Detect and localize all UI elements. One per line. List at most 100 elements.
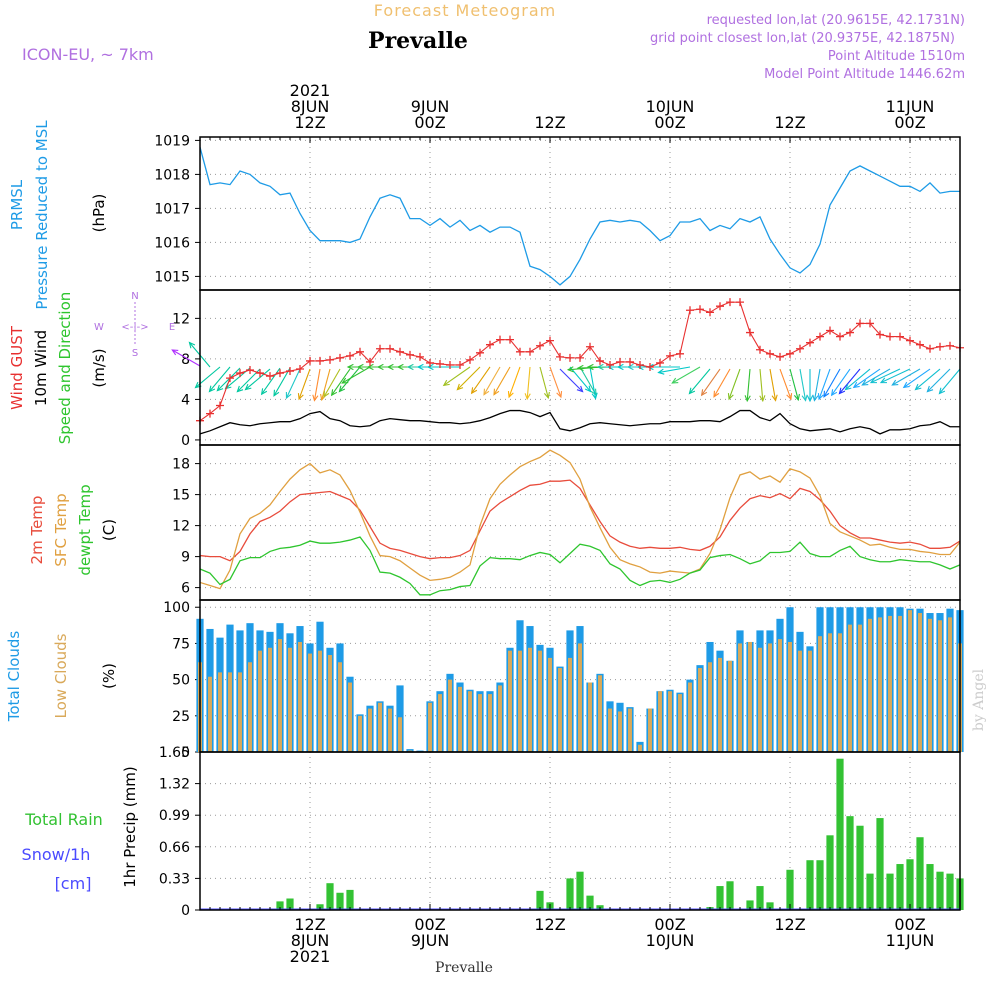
wind-gust-marker	[846, 328, 854, 337]
time-label-bottom: 00Z	[654, 915, 685, 934]
rain-bar	[926, 864, 934, 910]
wind-arrow	[321, 368, 331, 401]
wind-gust-marker	[336, 353, 344, 362]
low-cloud-bar	[808, 650, 812, 752]
low-cloud-bar	[458, 686, 462, 752]
wind-gust-marker	[886, 332, 894, 341]
y-tick-label-precip: 1.65	[159, 745, 190, 761]
wind-arrow-head	[590, 388, 597, 396]
low-cloud-bar	[628, 708, 632, 752]
wind-arrow	[689, 368, 711, 394]
wind-arrow-head	[771, 394, 778, 402]
time-label-top: 9JUN	[411, 97, 450, 116]
low-cloud-bar	[878, 617, 882, 752]
wind-arrow	[195, 366, 221, 388]
rain-bar	[756, 886, 764, 910]
low-cloud-bar	[548, 657, 552, 752]
wind-arrow	[471, 366, 491, 394]
y-tick-label-wind: 4	[181, 392, 190, 408]
wind-gust-marker	[756, 345, 764, 354]
wind-arrow-head	[926, 385, 934, 393]
wind-arrow	[818, 368, 831, 400]
wind-arrow	[579, 366, 597, 395]
low-cloud-bar	[208, 676, 212, 752]
low-cloud-bar	[708, 662, 712, 752]
wind-arrow-head	[844, 383, 852, 391]
wind-gust-marker	[276, 369, 284, 378]
y-tick-label-temperature: 15	[172, 488, 190, 504]
wind-arrow-head	[838, 387, 846, 395]
time-label-bottom: 2021	[290, 947, 331, 966]
wind-arrow-head	[216, 384, 224, 392]
wind-speed-line	[199, 409, 960, 435]
wind-arrow	[216, 367, 241, 392]
low-cloud-bar	[218, 672, 222, 752]
wind-gust-marker	[586, 342, 594, 351]
wind-arrow	[862, 368, 891, 386]
point-altitude: Point Altitude 1510m	[828, 49, 965, 64]
wind-arrow	[845, 368, 871, 391]
y-tick-label-clouds: 100	[163, 600, 190, 616]
wind-gust-marker	[476, 348, 484, 357]
wind-arrow-head	[576, 385, 584, 393]
rain-bar	[856, 825, 864, 910]
rain-bar	[586, 895, 594, 910]
y-tick-label-clouds: 50	[172, 673, 190, 689]
wind-arrow	[813, 368, 821, 401]
wind-gust-marker	[806, 338, 814, 347]
wind-arrow	[298, 368, 311, 400]
low-cloud-bar	[428, 702, 432, 752]
low-cloud-bar	[338, 662, 342, 752]
y-tick-label-pressure: 1016	[154, 235, 190, 251]
wind-arrow	[769, 368, 777, 401]
wind-gust-marker	[306, 356, 314, 365]
wind-arrow-head	[671, 377, 679, 384]
low-cloud-bar	[738, 643, 742, 752]
ylabel-total-rain: Total Rain	[24, 810, 103, 829]
low-cloud-bar	[678, 694, 682, 752]
wind-arrow-head	[817, 393, 824, 401]
wind-arrow	[331, 368, 351, 396]
ylabel-c: (C)	[100, 519, 118, 541]
low-cloud-bar	[898, 615, 902, 752]
model-altitude: Model Point Altitude 1446.62m	[764, 67, 965, 82]
low-cloud-bar	[318, 650, 322, 752]
time-label-top: 00Z	[894, 113, 925, 132]
time-label-top: 12Z	[534, 113, 565, 132]
low-cloud-bar	[688, 682, 692, 752]
requested-coords: requested lon,lat (20.9615E, 42.1731N)	[707, 13, 965, 28]
wind-gust-marker	[636, 360, 644, 369]
wind-gust-marker	[446, 360, 454, 369]
wind-arrow-head	[260, 388, 268, 396]
wind-arrow-head	[396, 363, 404, 371]
wind-arrow-head	[786, 393, 793, 401]
wind-gust-marker	[616, 357, 624, 366]
wind-arrow	[728, 368, 741, 400]
wind-gust-marker	[376, 344, 384, 353]
wind-arrow	[549, 366, 562, 398]
low-cloud-bar	[348, 682, 352, 752]
wind-gust-marker	[836, 332, 844, 341]
low-cloud-bar	[668, 691, 672, 752]
low-cloud-bar	[298, 641, 302, 752]
wind-arrow-head	[806, 395, 814, 403]
wind-arrow-head	[869, 377, 878, 384]
ylabel-cm: [cm]	[55, 874, 92, 893]
low-cloud-bar	[238, 672, 242, 752]
wind-gust-marker	[816, 332, 824, 341]
time-label-bottom: 00Z	[414, 915, 445, 934]
low-cloud-bar	[268, 647, 272, 752]
wind-arrow	[172, 349, 201, 367]
wind-gust-marker	[516, 347, 524, 356]
low-cloud-bar	[928, 618, 932, 752]
wind-arrow	[831, 368, 851, 396]
wind-gust-marker	[746, 328, 754, 337]
y-tick-label-temperature: 6	[181, 581, 190, 597]
rain-bar	[716, 886, 724, 910]
wind-gust-marker	[206, 409, 214, 418]
wind-gust-marker	[686, 306, 694, 315]
y-tick-label-precip: 0.33	[159, 871, 190, 887]
wind-gust-marker	[926, 344, 934, 353]
station-name: Prevalle	[368, 28, 468, 54]
wind-arrow-head	[744, 395, 751, 403]
